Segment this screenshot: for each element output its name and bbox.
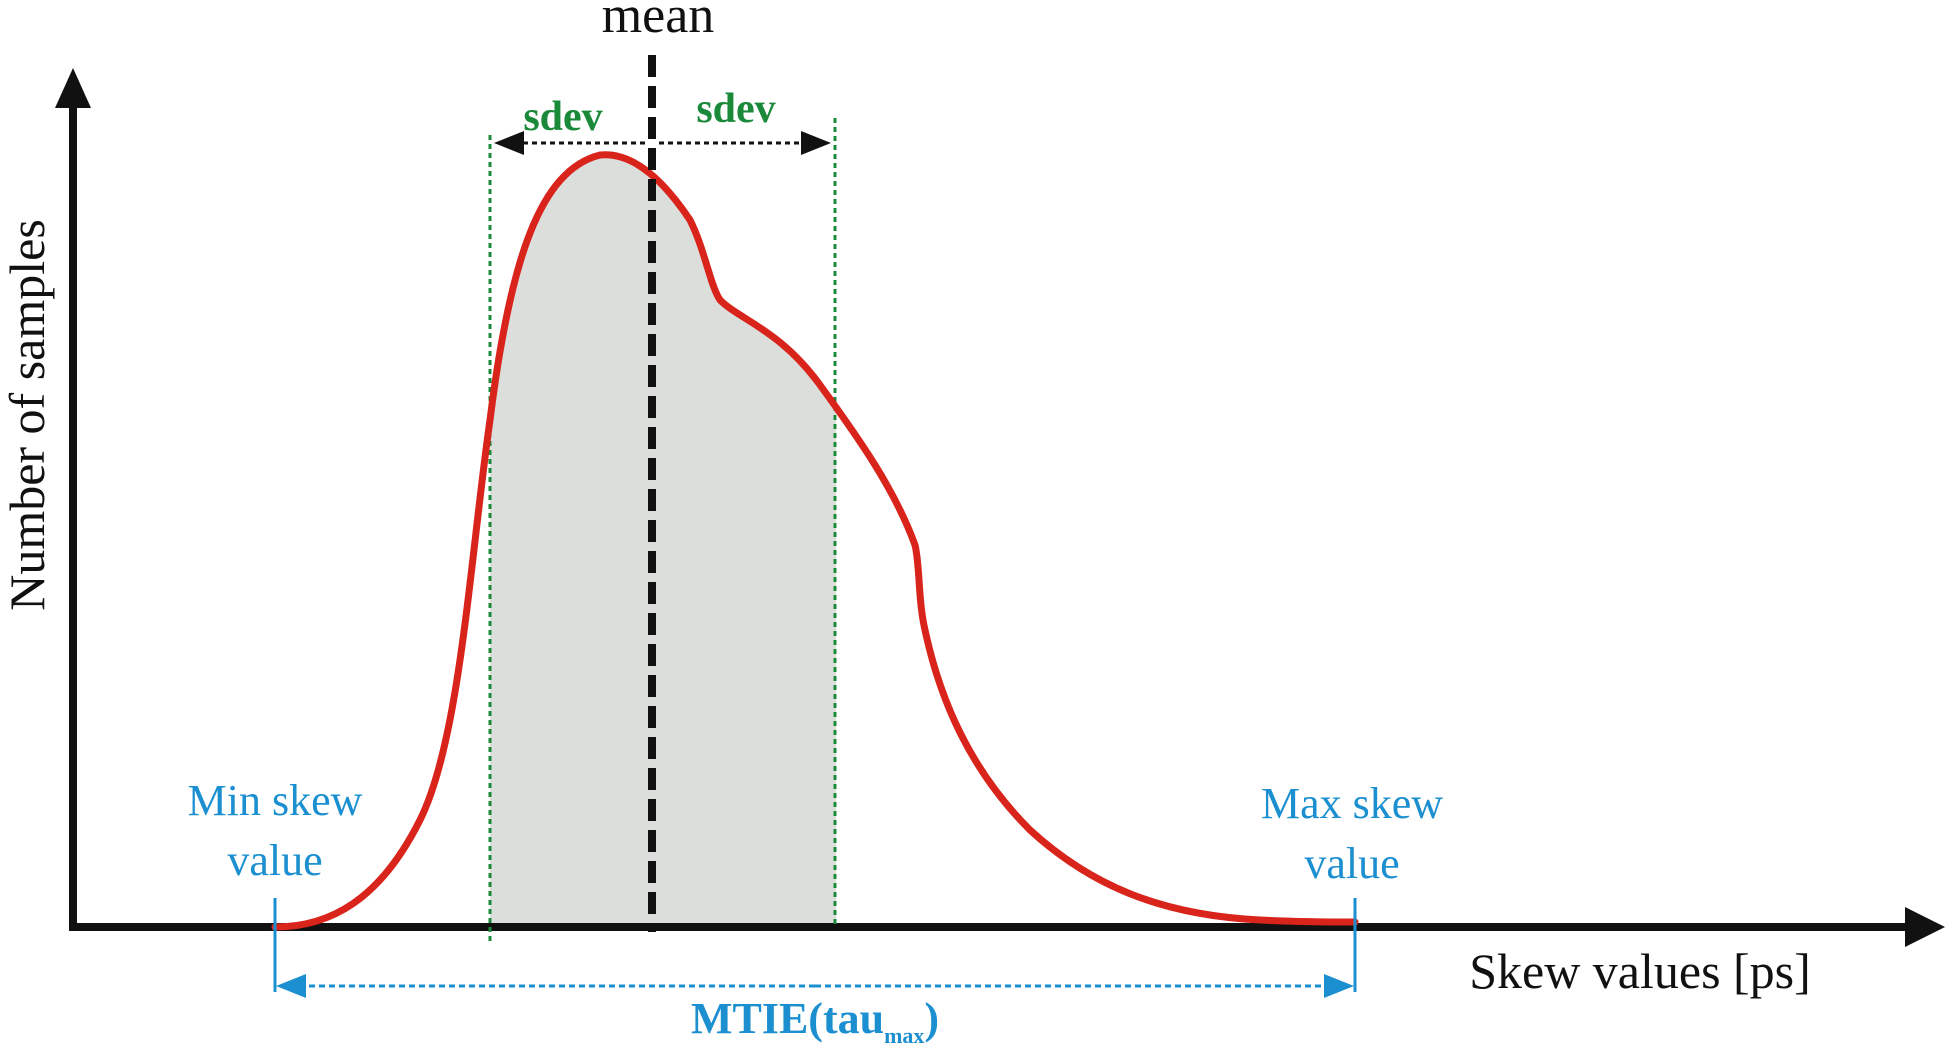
min-skew-label-line2: value <box>227 836 322 885</box>
sdev-right-label: sdev <box>696 86 775 132</box>
max-skew-label-line1: Max skew <box>1261 779 1443 828</box>
distribution-curve <box>271 151 1359 931</box>
mtie-label: MTIE(taumax) <box>691 994 939 1046</box>
mtie-label-subscript: max <box>884 1023 924 1046</box>
y-axis-arrowhead <box>55 68 91 108</box>
mtie-label-main: MTIE(tau <box>691 994 884 1043</box>
sdev-left-label: sdev <box>523 94 602 140</box>
min-skew-label-line1: Min skew <box>188 776 363 825</box>
mean-label: mean <box>602 0 715 44</box>
x-axis-label: Skew values [ps] <box>1469 943 1811 999</box>
max-skew-label-line2: value <box>1304 839 1399 888</box>
x-axis-arrowhead <box>1905 907 1945 947</box>
sdev-shaded-area <box>490 154 836 927</box>
y-axis-label: Number of samples <box>0 219 55 611</box>
mtie-label-close: ) <box>924 994 939 1043</box>
